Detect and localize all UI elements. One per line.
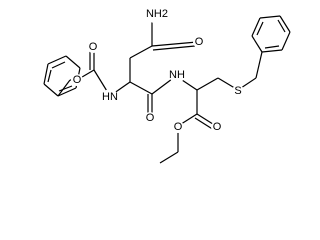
atom-label: O	[89, 41, 98, 53]
atom-labels: NH2 O O O HN O NH S O O	[71, 5, 244, 133]
bonds	[43, 15, 291, 164]
atom-label: O	[195, 36, 204, 48]
atom-label: NH	[169, 69, 185, 81]
atom-label: O	[73, 74, 82, 86]
atom-label: O	[213, 121, 222, 133]
atom-label: NH2	[146, 8, 168, 20]
structure-diagram: NH2 O O O HN O NH S O O	[43, 5, 291, 164]
atom-label: S	[234, 85, 241, 97]
atom-label: O	[174, 121, 183, 133]
atom-label: O	[146, 112, 155, 124]
atom-label: HN	[102, 91, 118, 103]
